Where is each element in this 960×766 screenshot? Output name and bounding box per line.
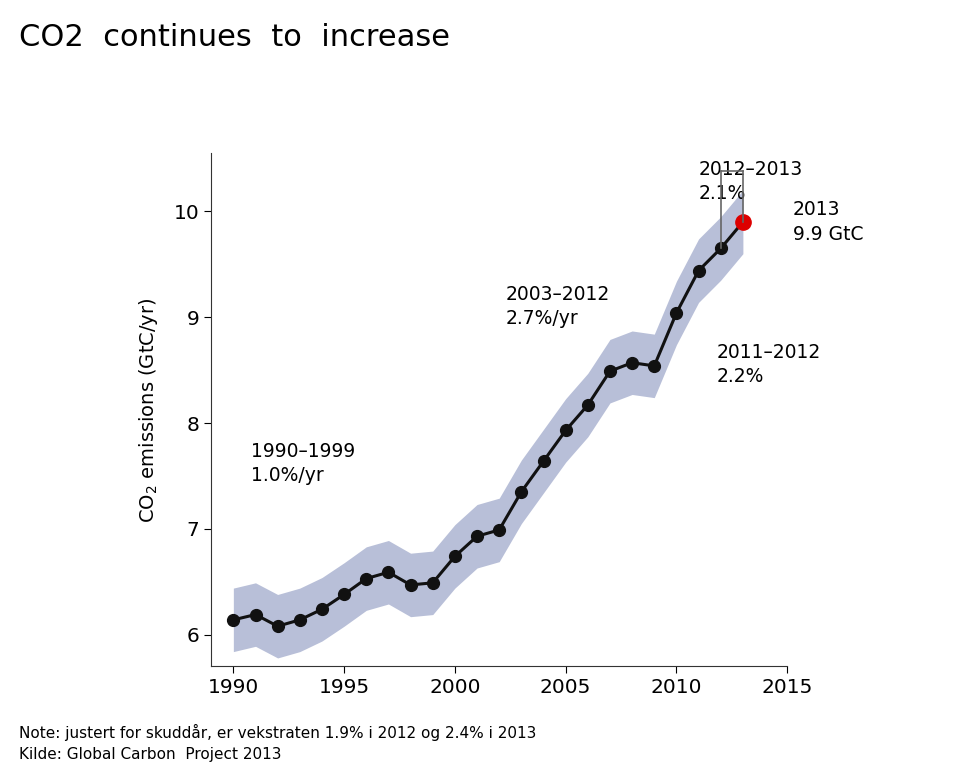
Text: CO2  continues  to  increase: CO2 continues to increase	[19, 23, 450, 52]
Text: Kilde: Global Carbon  Project 2013: Kilde: Global Carbon Project 2013	[19, 747, 281, 762]
Text: 1990–1999
1.0%/yr: 1990–1999 1.0%/yr	[252, 442, 355, 485]
Text: 2011–2012
2.2%: 2011–2012 2.2%	[716, 343, 821, 387]
Text: 2003–2012
2.7%/yr: 2003–2012 2.7%/yr	[506, 285, 611, 329]
Text: Note: justert for skuddår, er vekstraten 1.9% i 2012 og 2.4% i 2013: Note: justert for skuddår, er vekstraten…	[19, 724, 537, 741]
Text: 2012–2013
2.1%: 2012–2013 2.1%	[699, 160, 803, 204]
Text: 2013
9.9 GtC: 2013 9.9 GtC	[793, 201, 863, 244]
Y-axis label: CO$_2$ emissions (GtC/yr): CO$_2$ emissions (GtC/yr)	[136, 297, 159, 522]
